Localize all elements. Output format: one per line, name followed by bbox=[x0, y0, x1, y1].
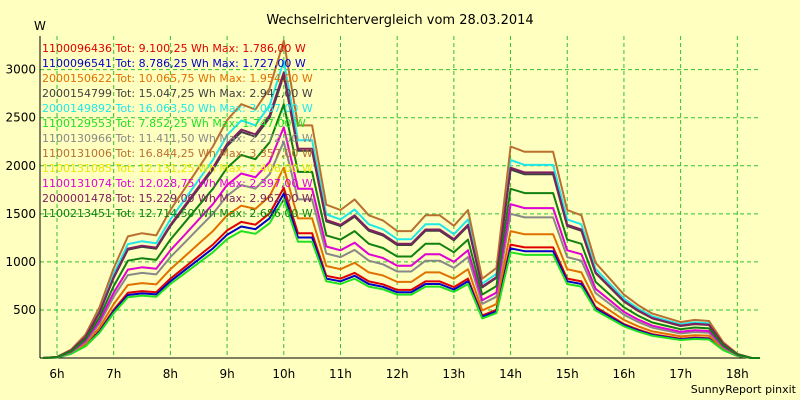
x-tick-label: 14h bbox=[499, 367, 522, 381]
x-tick-label: 18h bbox=[726, 367, 749, 381]
x-tick-label: 17h bbox=[669, 367, 692, 381]
legend-entry-4: 2000154799 Tot: 15.047,25 Wh Max: 2.941,… bbox=[42, 87, 313, 100]
series-line-6 bbox=[42, 198, 760, 359]
legend-entry-1: 1100096436 Tot: 9.100,25 Wh Max: 1.786,0… bbox=[42, 42, 306, 55]
x-tick-label: 8h bbox=[163, 367, 178, 381]
y-tick-label: 1500 bbox=[5, 207, 36, 221]
legend-entry-2: 1100096541 Tot: 8.786,25 Wh Max: 1.727,0… bbox=[42, 57, 306, 70]
x-tick-label: 16h bbox=[612, 367, 635, 381]
legend-entry-12: 1100213451 Tot: 12.714,50 Wh Max: 2.686,… bbox=[42, 207, 313, 220]
legend-entry-6: 1100129553 Tot: 7.852,25 Wh Max: 1.747,0… bbox=[42, 117, 306, 130]
y-tick-label: 1000 bbox=[5, 255, 36, 269]
x-tick-label: 6h bbox=[49, 367, 64, 381]
y-axis-unit-label: W bbox=[34, 19, 46, 33]
x-tick-label: 9h bbox=[219, 367, 234, 381]
y-tick-label: 2000 bbox=[5, 159, 36, 173]
legend-entry-10: 1100131074 Tot: 12.028,75 Wh Max: 2.397,… bbox=[42, 177, 313, 190]
legend-entry-9: 1100131085 Tot: 12.131,25 Wh Max: 2.406,… bbox=[42, 162, 313, 175]
series-line-10 bbox=[42, 126, 760, 359]
series-line-3 bbox=[42, 166, 760, 359]
y-tick-label: 3000 bbox=[5, 63, 36, 77]
x-tick-labels: 6h 7h 8h 9h 10h 11h 12h 13h 14h 15h 16h 17h 18h bbox=[49, 367, 748, 381]
series-lines bbox=[42, 39, 760, 359]
legend-entry-8: 1100131006 Tot: 16.844,25 Wh Max: 3.357,… bbox=[42, 147, 313, 160]
x-tick-label: 7h bbox=[106, 367, 121, 381]
x-tick-label: 13h bbox=[442, 367, 465, 381]
series-line-5 bbox=[42, 60, 760, 359]
x-tick-label: 10h bbox=[272, 367, 295, 381]
legend-entry-5: 2000149892 Tot: 16.063,50 Wh Max: 3.087,… bbox=[42, 102, 313, 115]
legend-entry-11: 2000001478 Tot: 15.229,00 Wh Max: 2.962,… bbox=[42, 192, 313, 205]
x-tick-label: 15h bbox=[556, 367, 579, 381]
credit-label: SunnyReport pinxit bbox=[691, 383, 797, 396]
series-line-7 bbox=[42, 140, 760, 359]
legend-entry-7: 1100130966 Tot: 11.411,50 Wh Max: 2.272,… bbox=[42, 132, 313, 145]
chart-title: Wechselrichtervergleich vom 28.03.2014 bbox=[266, 13, 533, 28]
x-tick-label: 11h bbox=[329, 367, 352, 381]
axes bbox=[39, 36, 760, 359]
y-tick-labels: 500 1000 1500 2000 2500 3000 bbox=[5, 63, 36, 317]
series-line-11 bbox=[42, 71, 760, 359]
x-tick-label: 12h bbox=[386, 367, 409, 381]
y-tick-label: 500 bbox=[13, 303, 36, 317]
series-line-12 bbox=[42, 103, 760, 359]
legend-entry-3: 2000150622 Tot: 10.065,75 Wh Max: 1.954,… bbox=[42, 72, 313, 85]
y-tick-label: 2500 bbox=[5, 111, 36, 125]
series-line-8 bbox=[42, 39, 760, 359]
legend: 1100096436 Tot: 9.100,25 Wh Max: 1.786,0… bbox=[42, 42, 313, 220]
